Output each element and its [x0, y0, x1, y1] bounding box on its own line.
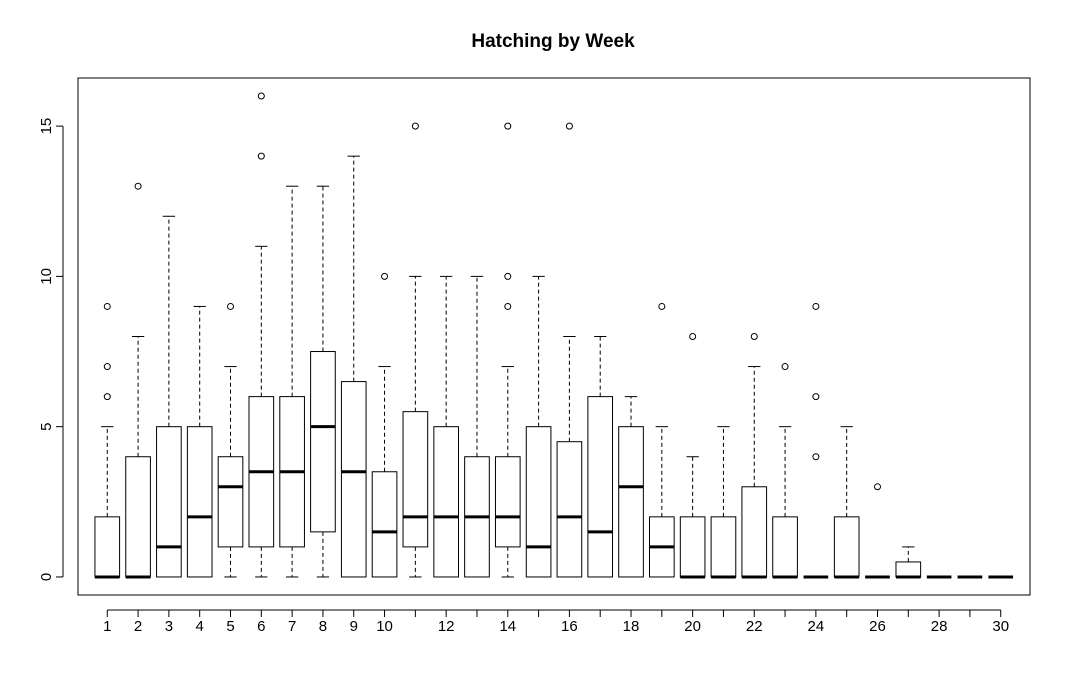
x-tick-label: 10 — [376, 618, 393, 635]
box-iqr — [895, 561, 922, 578]
box-week-19 — [649, 302, 675, 578]
outlier-point — [565, 122, 573, 130]
box-week-9 — [340, 155, 367, 578]
outlier-point — [103, 302, 111, 310]
box-week-25 — [833, 426, 860, 579]
box-week-11 — [402, 122, 429, 578]
box-week-15 — [525, 275, 552, 578]
box-iqr — [679, 516, 706, 578]
outlier-point — [257, 152, 265, 160]
box-week-26 — [865, 483, 890, 579]
box-week-16 — [556, 122, 583, 578]
outlier-point — [658, 302, 666, 310]
box-week-1 — [94, 302, 121, 579]
box-week-18 — [618, 396, 644, 578]
box-week-20 — [679, 333, 706, 579]
box-week-10 — [371, 272, 398, 578]
box-iqr — [525, 426, 552, 578]
box-iqr — [125, 456, 151, 578]
x-tick-label: 3 — [165, 618, 173, 635]
outlier-point — [257, 92, 265, 100]
x-tick-label: 14 — [499, 618, 516, 635]
outlier-point — [103, 363, 111, 371]
box-iqr — [310, 351, 336, 533]
box-week-27 — [895, 546, 922, 579]
box-iqr — [833, 516, 860, 578]
outlier-point — [103, 393, 111, 401]
x-tick-label: 18 — [623, 618, 640, 635]
x-tick-label: 20 — [684, 618, 701, 635]
box-week-17 — [587, 336, 614, 578]
outlier-point — [750, 333, 758, 340]
outlier-point — [689, 333, 697, 340]
box-week-2 — [125, 182, 151, 579]
x-tick-label: 26 — [869, 618, 886, 635]
outlier-point — [381, 272, 389, 280]
x-tick-label: 8 — [319, 618, 327, 635]
y-axis: 0 5 10 15 — [38, 118, 64, 581]
x-tick-label: 2 — [134, 618, 142, 635]
box-week-7 — [279, 185, 305, 578]
box-iqr — [618, 426, 644, 578]
outlier-point — [812, 393, 820, 401]
y-tick-label: 0 — [38, 573, 55, 581]
box-iqr — [94, 516, 121, 578]
x-tick-label: 1 — [103, 618, 111, 635]
box-week-8 — [310, 185, 336, 578]
x-tick-label: 30 — [992, 618, 1009, 635]
outlier-point — [227, 302, 235, 310]
plot-frame — [77, 77, 1031, 596]
x-tick-label: 6 — [257, 618, 265, 635]
box-week-4 — [186, 305, 213, 578]
box-iqr — [710, 516, 737, 578]
box-iqr — [587, 396, 614, 578]
outlier-point — [411, 122, 419, 130]
box-iqr — [340, 381, 367, 578]
box-iqr — [371, 471, 398, 578]
outlier-point — [812, 453, 820, 461]
box-week-12 — [433, 275, 459, 578]
chart-title: Hatching by Week — [471, 31, 635, 52]
box-iqr — [741, 486, 768, 578]
outlier-point — [812, 302, 820, 310]
x-tick-label: 16 — [561, 618, 578, 635]
outlier-point — [504, 122, 512, 130]
outlier-point — [781, 363, 789, 371]
box-iqr — [402, 411, 429, 548]
box-week-14 — [494, 122, 521, 578]
outlier-point — [504, 302, 512, 310]
x-tick-label: 12 — [438, 618, 455, 635]
box-iqr — [186, 426, 213, 578]
y-tick-label: 10 — [38, 268, 55, 285]
x-tick-label: 4 — [196, 618, 204, 635]
outlier-point — [134, 182, 142, 190]
box-week-6 — [248, 92, 275, 578]
x-tick-label: 5 — [226, 618, 234, 635]
box-week-5 — [217, 302, 244, 578]
box-iqr — [433, 426, 459, 578]
box-series — [94, 92, 1014, 579]
box-iqr — [772, 516, 798, 578]
box-iqr — [217, 456, 244, 548]
x-tick-label: 9 — [350, 618, 358, 635]
box-week-24 — [803, 302, 829, 579]
y-tick-label: 15 — [38, 118, 55, 135]
outlier-point — [873, 483, 881, 491]
x-tick-label: 22 — [746, 618, 763, 635]
x-tick-label: 7 — [288, 618, 296, 635]
box-iqr — [494, 456, 521, 548]
x-axis: 1 2 3 4 5 6 7 8 9 10 12 14 16 18 20 22 24 26 28 30 — [103, 609, 1009, 635]
box-week-23 — [772, 363, 798, 579]
box-week-21 — [710, 426, 737, 579]
x-tick-label: 24 — [808, 618, 825, 635]
box-week-22 — [741, 333, 768, 579]
outlier-point — [504, 272, 512, 280]
box-iqr — [556, 441, 583, 578]
x-tick-label: 28 — [931, 618, 948, 635]
y-tick-label: 5 — [38, 423, 55, 431]
box-week-3 — [156, 215, 182, 578]
box-iqr — [156, 426, 182, 578]
box-week-13 — [464, 275, 490, 578]
